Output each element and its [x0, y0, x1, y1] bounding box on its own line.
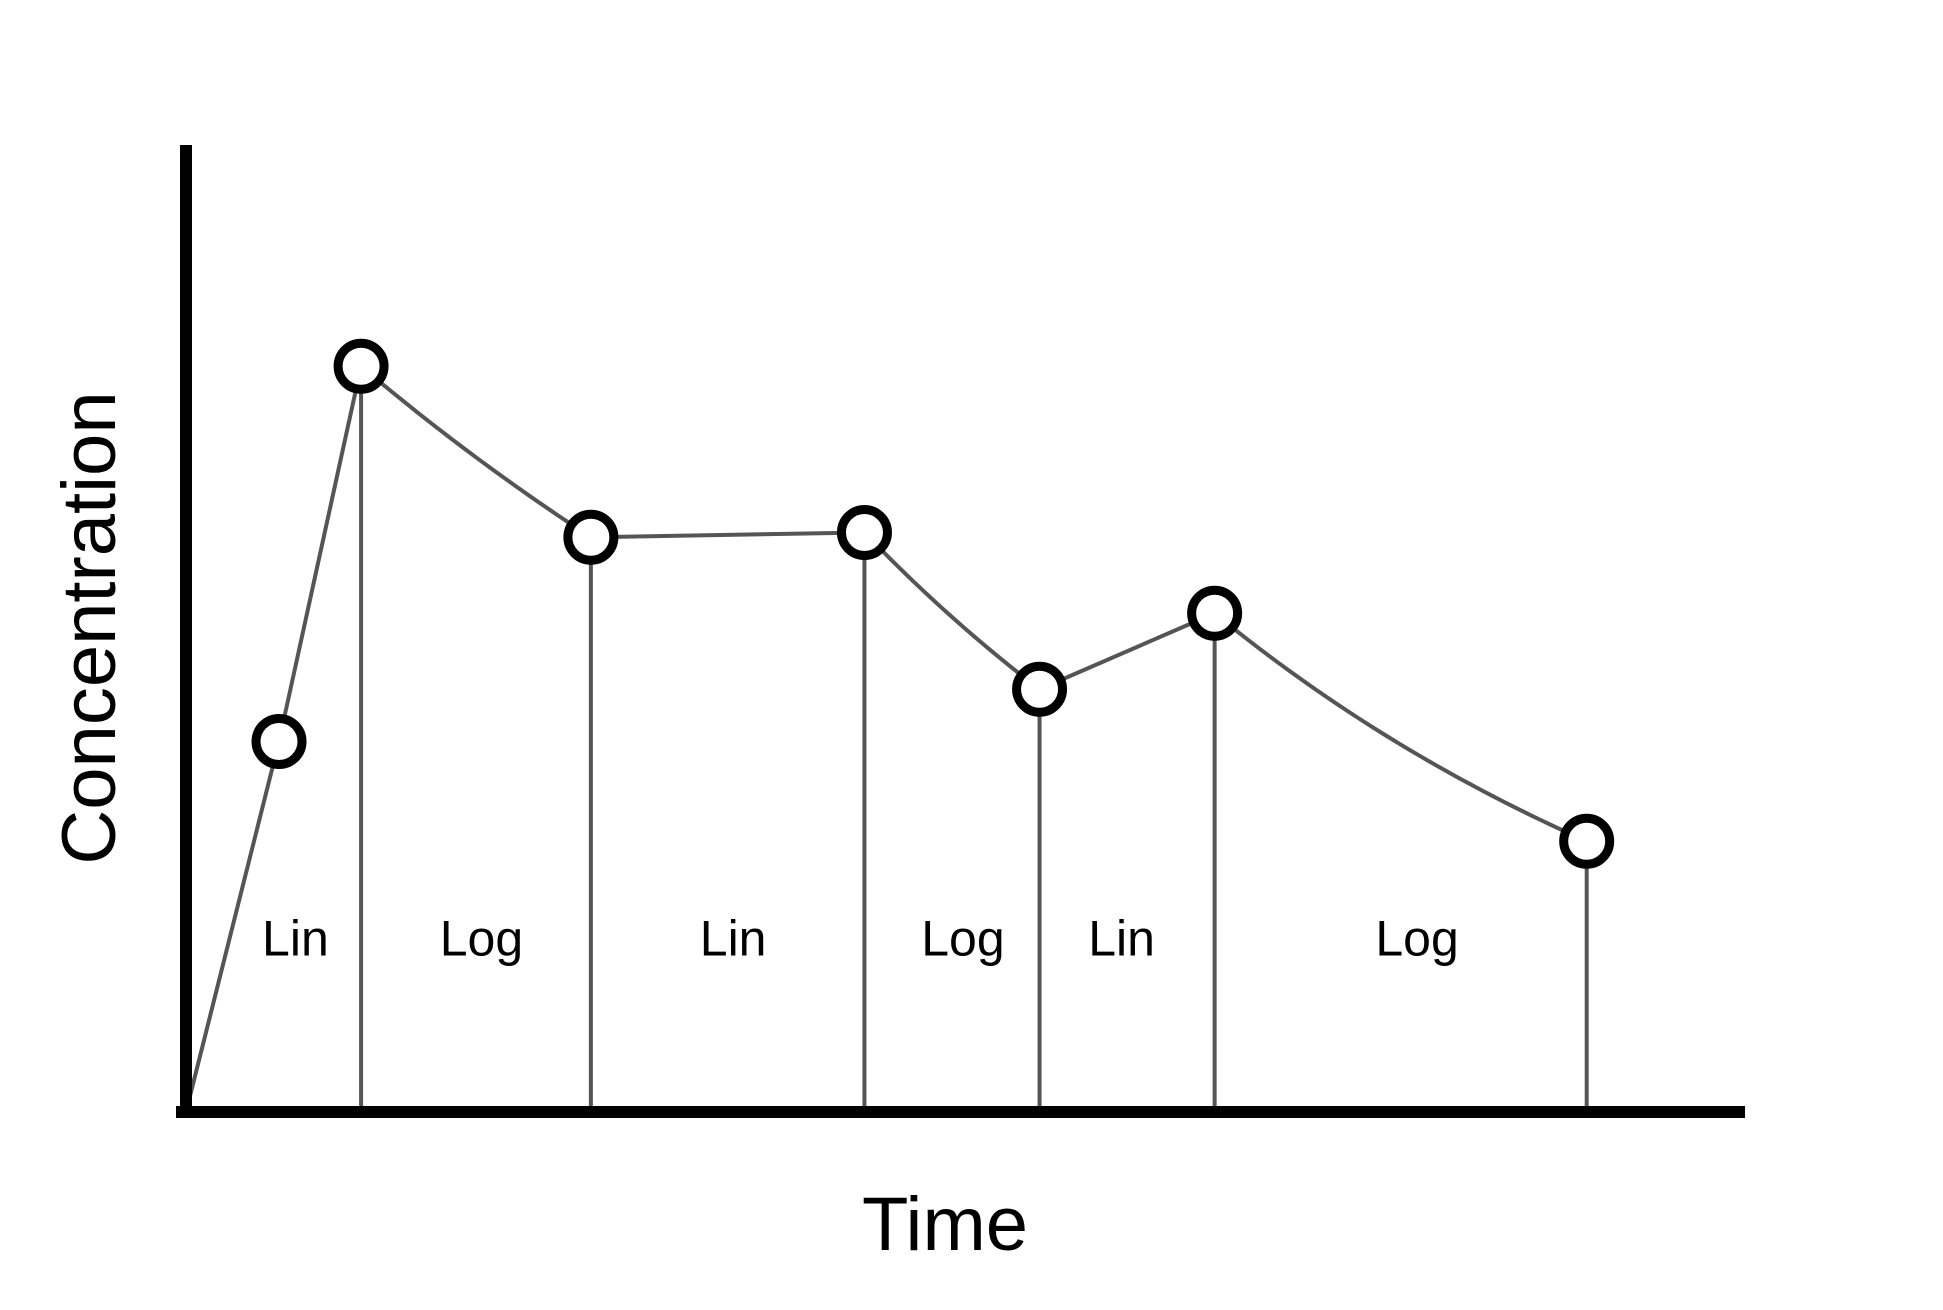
sample-point [563, 509, 619, 565]
sample-point [1559, 813, 1615, 869]
region-label: Log [1375, 910, 1458, 966]
sample-point [1187, 585, 1243, 641]
region-label: Lin [262, 910, 329, 966]
sample-point [333, 338, 389, 394]
region-label: Lin [1088, 910, 1155, 966]
region-labels: Lin Log Lin Log Lin Log [262, 910, 1459, 966]
sample-point [251, 714, 307, 769]
interval-boundary-lines [359, 366, 1589, 1112]
sample-point [1012, 661, 1068, 717]
sample-points [251, 338, 1615, 869]
y-axis-title: Concentration [47, 391, 132, 864]
region-label: Lin [700, 910, 767, 966]
x-axis-title: Time [862, 1182, 1028, 1267]
concentration-curve [184, 364, 1589, 1114]
sample-point [836, 505, 892, 560]
region-label: Log [921, 910, 1004, 966]
region-label: Log [440, 910, 523, 966]
